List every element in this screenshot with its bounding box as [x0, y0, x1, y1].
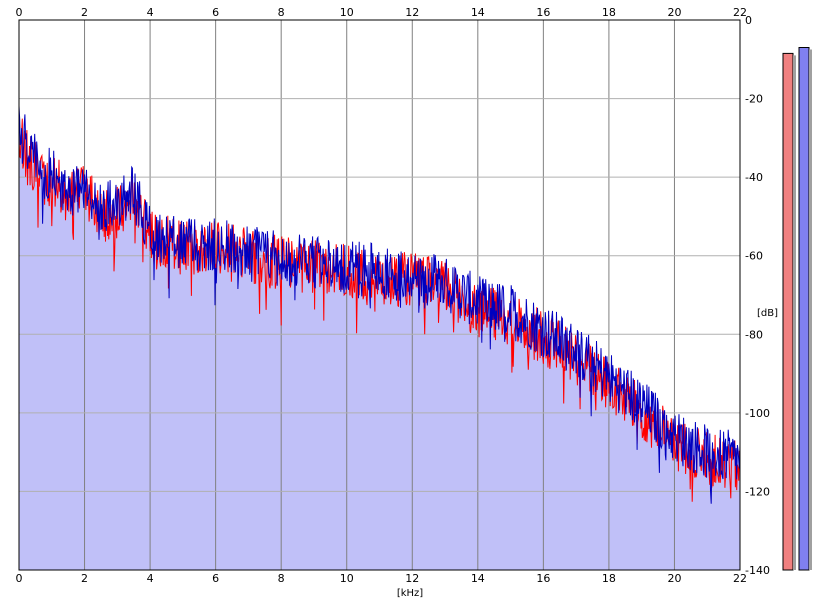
x-tick-label-top: 6 [212, 6, 219, 19]
x-tick-label-top: 8 [278, 6, 285, 19]
x-tick-label: 10 [340, 572, 354, 585]
level-meter-right [798, 47, 810, 571]
x-tick-label-top: 18 [602, 6, 616, 19]
y-tick-label: -40 [745, 171, 763, 184]
y-tick-label: -20 [745, 93, 763, 106]
x-tick-label-top: 20 [667, 6, 681, 19]
x-tick-label: 0 [16, 572, 23, 585]
x-tick-label-top: 4 [147, 6, 154, 19]
level-meter-left [782, 52, 794, 571]
spectrum-fill-area [19, 105, 740, 571]
x-tick-label: 18 [602, 572, 616, 585]
x-tick-label: 12 [405, 572, 419, 585]
x-tick-label-top: 12 [405, 6, 419, 19]
x-tick-label: 4 [147, 572, 154, 585]
x-tick-label: 6 [212, 572, 219, 585]
y-tick-label: 0 [745, 14, 752, 27]
x-tick-label: 16 [536, 572, 550, 585]
y-tick-label: -100 [745, 407, 770, 420]
x-tick-label-top: 0 [16, 6, 23, 19]
y-axis-label: [dB] [757, 308, 778, 319]
plot-frame [18, 19, 741, 571]
x-tick-label: 14 [471, 572, 485, 585]
x-tick-label-top: 14 [471, 6, 485, 19]
x-tick-label-top: 10 [340, 6, 354, 19]
y-tick-label: -80 [745, 328, 763, 341]
x-tick-label-top: 16 [536, 6, 550, 19]
level-meter-shadow [809, 49, 812, 570]
x-tick-label: 20 [667, 572, 681, 585]
x-tick-label: 8 [278, 572, 285, 585]
level-meter-shadow [793, 55, 796, 570]
x-tick-label: 22 [733, 572, 747, 585]
x-tick-label-top: 2 [81, 6, 88, 19]
y-tick-label: -140 [745, 564, 770, 577]
x-axis-label: [kHz] [397, 588, 423, 599]
x-tick-label: 2 [81, 572, 88, 585]
series-line-blue [18, 105, 741, 504]
y-tick-label: -120 [745, 485, 770, 498]
x-tick-label-top: 22 [733, 6, 747, 19]
y-tick-label: -60 [745, 250, 763, 263]
